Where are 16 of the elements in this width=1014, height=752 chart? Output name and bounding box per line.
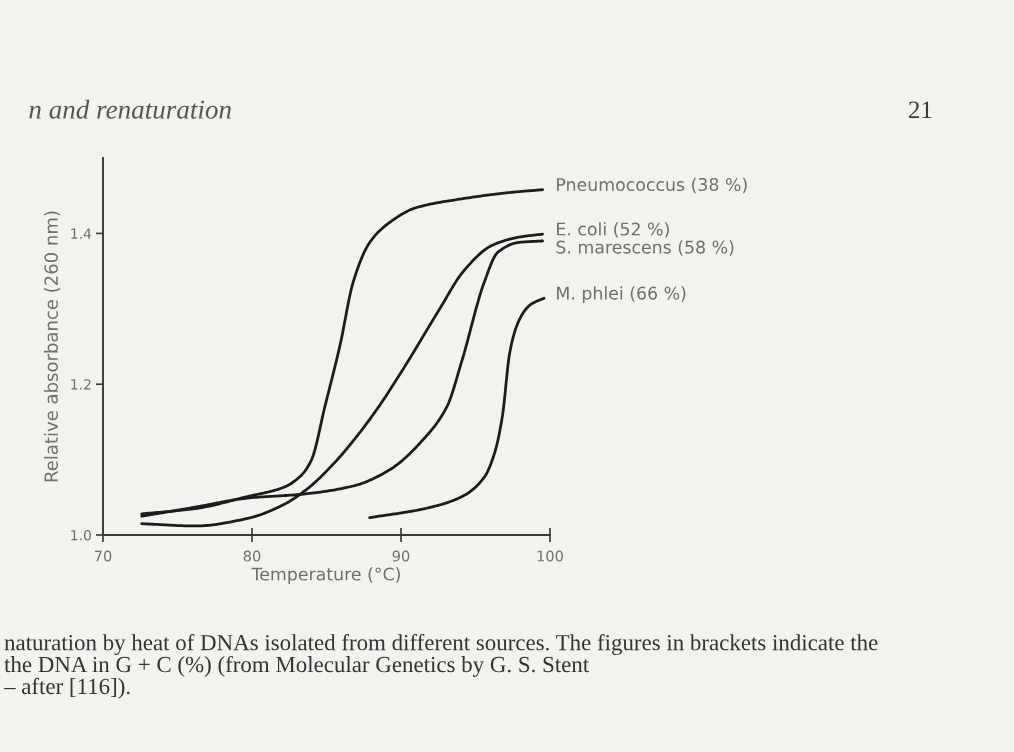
x-tick-label: 80 (243, 550, 261, 562)
series-label: S. marescens (58 %) (556, 240, 734, 256)
series-label: Pneumococcus (38 %) (557, 177, 747, 194)
series-label: M. phlei (66 %) (557, 286, 686, 304)
y-axis-title: Relative absorbance (260 nm) (43, 211, 61, 482)
text: n and renaturation (29, 99, 231, 119)
x-tick-label: 90 (392, 550, 410, 562)
x-tick-label: 70 (94, 550, 112, 562)
x-axis-title: Temperature (°C) (251, 567, 400, 584)
text: naturation by heat of DNAs isolated from different sources. The figures in brackets indicate the the DNA in G + C (%) (from Molecular Genetics by G. S. Stent – after [116]). (3, 634, 878, 699)
y-tick-label: 1.0 (71, 529, 91, 541)
x-tick-label: 100 (537, 550, 563, 562)
text: 21 (908, 101, 932, 119)
y-tick-label: 1.2 (71, 379, 91, 390)
y-tick-label: 1.4 (71, 228, 92, 239)
series-label: E. coli (52 %) (557, 222, 669, 238)
